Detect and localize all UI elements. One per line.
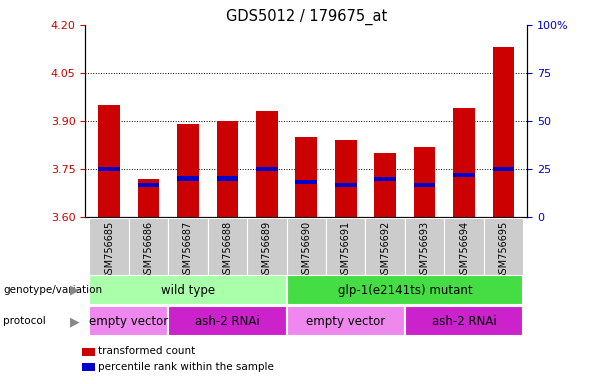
Text: empty vector: empty vector (89, 315, 168, 328)
Bar (413, 147, 435, 217)
Bar (375, 153, 396, 217)
Text: wild type: wild type (161, 284, 215, 297)
Text: protocol: protocol (3, 316, 46, 326)
Bar (256, 111, 277, 217)
Text: glp-1(e2141ts) mutant: glp-1(e2141ts) mutant (337, 284, 472, 297)
Bar (177, 177, 199, 180)
Text: GSM756693: GSM756693 (419, 221, 429, 280)
Bar (208, 218, 247, 275)
Bar (138, 179, 160, 217)
Bar (484, 218, 523, 275)
Bar (287, 306, 405, 336)
Bar (217, 177, 238, 180)
Title: GDS5012 / 179675_at: GDS5012 / 179675_at (226, 9, 387, 25)
Bar (287, 218, 326, 275)
Bar (296, 180, 317, 184)
Text: ash-2 RNAi: ash-2 RNAi (432, 315, 497, 328)
Text: GSM756685: GSM756685 (104, 221, 114, 280)
Bar (365, 218, 405, 275)
Bar (375, 177, 396, 181)
Bar (453, 108, 475, 217)
Text: GSM756687: GSM756687 (183, 221, 193, 280)
Bar (405, 306, 523, 336)
Text: ▶: ▶ (70, 284, 80, 297)
Text: genotype/variation: genotype/variation (3, 285, 102, 295)
Text: percentile rank within the sample: percentile rank within the sample (98, 362, 274, 372)
Bar (405, 218, 444, 275)
Text: ▶: ▶ (70, 315, 80, 328)
Bar (168, 218, 208, 275)
Bar (492, 167, 514, 171)
Text: GSM756691: GSM756691 (340, 221, 350, 280)
Bar (177, 124, 199, 217)
Bar (129, 218, 168, 275)
Bar (444, 218, 484, 275)
Text: transformed count: transformed count (98, 346, 196, 356)
Bar (98, 105, 120, 217)
Text: GSM756695: GSM756695 (498, 221, 508, 280)
Text: GSM756694: GSM756694 (459, 221, 469, 280)
Bar (256, 167, 277, 171)
Bar (90, 275, 287, 305)
Text: GSM756688: GSM756688 (223, 221, 233, 280)
Bar (287, 275, 523, 305)
Bar (217, 121, 238, 217)
Bar (138, 183, 160, 187)
Text: empty vector: empty vector (306, 315, 385, 328)
Bar (335, 140, 356, 217)
Bar (413, 183, 435, 187)
Bar (247, 218, 287, 275)
Bar (296, 137, 317, 217)
Text: GSM756686: GSM756686 (144, 221, 154, 280)
Bar (335, 183, 356, 187)
Bar (453, 173, 475, 177)
Text: GSM756690: GSM756690 (302, 221, 311, 280)
Text: GSM756692: GSM756692 (380, 221, 390, 280)
Text: GSM756689: GSM756689 (262, 221, 272, 280)
Text: ash-2 RNAi: ash-2 RNAi (195, 315, 260, 328)
Bar (168, 306, 287, 336)
Bar (326, 218, 365, 275)
Bar (492, 47, 514, 217)
Bar (98, 167, 120, 171)
Bar (90, 218, 129, 275)
Bar (90, 306, 168, 336)
